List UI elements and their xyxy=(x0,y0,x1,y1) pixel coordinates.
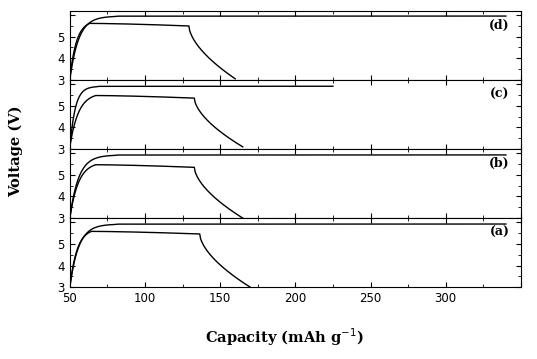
Text: Capacity (mAh g$^{-1}$): Capacity (mAh g$^{-1}$) xyxy=(205,327,364,348)
Text: (a): (a) xyxy=(490,227,510,239)
Text: (d): (d) xyxy=(489,19,510,32)
Text: Voltage (V): Voltage (V) xyxy=(9,105,23,196)
Text: (c): (c) xyxy=(490,88,510,101)
Text: (b): (b) xyxy=(489,157,510,170)
